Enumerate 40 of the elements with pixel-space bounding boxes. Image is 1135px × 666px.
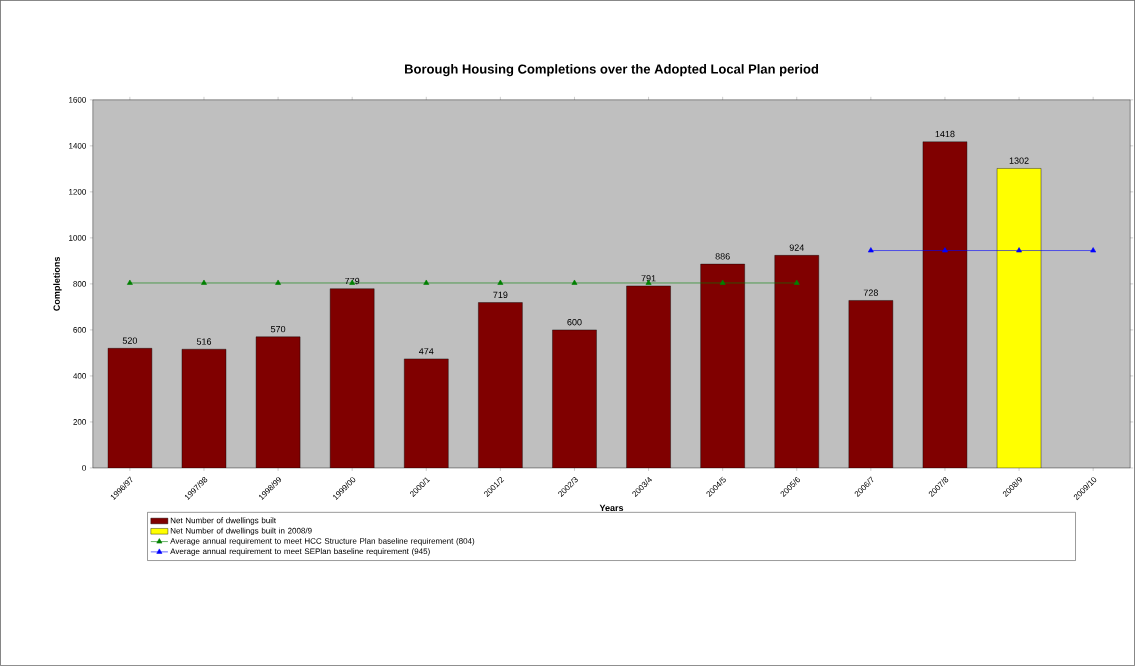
data-label: 516 — [196, 338, 212, 345]
y-tick-label: 1400 — [69, 143, 86, 149]
y-tick-label: 400 — [73, 373, 86, 379]
data-label: 474 — [418, 348, 434, 355]
data-label: 570 — [270, 325, 286, 333]
bar — [107, 348, 153, 469]
bar — [478, 302, 523, 469]
data-label: 791 — [641, 275, 656, 282]
bar — [329, 288, 375, 469]
x-axis-title: Years — [599, 504, 624, 512]
bar — [181, 349, 227, 469]
data-label: 520 — [122, 337, 138, 344]
bar — [552, 329, 597, 469]
bar — [848, 300, 894, 469]
y-tick-label: 0 — [82, 465, 86, 471]
y-tick-label: 600 — [73, 327, 86, 333]
legend-label: Net Number of dwellings built in 2008/9 — [170, 527, 312, 536]
legend-label: Average annual requirement to meet SEPlan baseline requirement (945) — [170, 548, 430, 556]
data-label: 1302 — [1009, 157, 1029, 164]
y-axis-title: Completions — [53, 257, 62, 311]
bar — [626, 285, 671, 469]
data-label: 1418 — [935, 130, 955, 138]
legend-label: Average annual requirement to meet HCC Structure Plan baseline requirement (804) — [170, 538, 475, 546]
y-tick-label: 1000 — [69, 235, 86, 241]
bar — [922, 141, 968, 469]
bar — [404, 358, 449, 469]
data-label: 924 — [789, 244, 804, 251]
bar — [255, 336, 301, 469]
data-label: 886 — [715, 253, 730, 260]
data-label: 600 — [567, 319, 582, 326]
y-tick-label: 200 — [73, 419, 86, 425]
bar — [700, 263, 745, 469]
chart-title: Borough Housing Completions over the Adopted Local Plan period — [405, 64, 819, 77]
data-label: 719 — [493, 291, 508, 299]
y-tick-label: 800 — [73, 281, 86, 287]
data-label: 728 — [863, 289, 878, 297]
bar — [774, 255, 819, 469]
legend-label: Net Number of dwellings built — [170, 517, 276, 525]
y-tick-label: 1200 — [69, 189, 86, 195]
y-tick-label: 1600 — [69, 97, 86, 103]
